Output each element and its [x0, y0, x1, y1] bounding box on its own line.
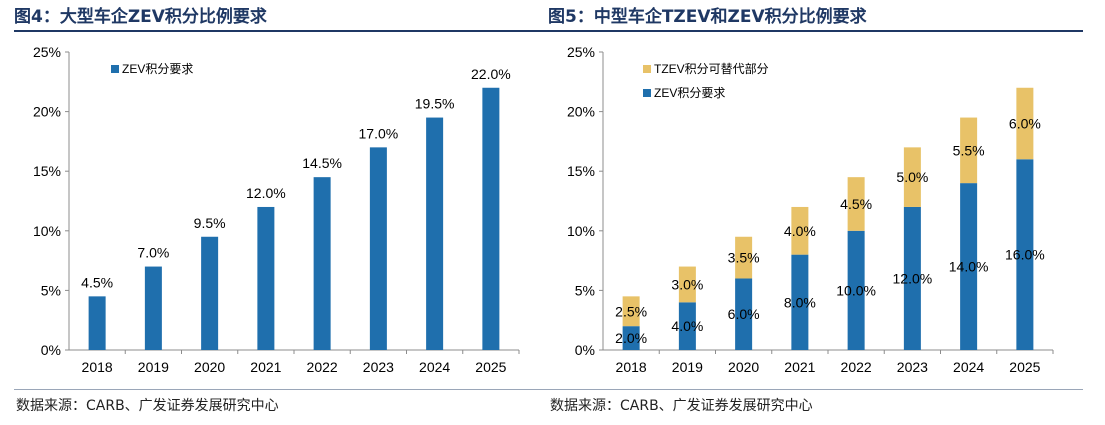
y-tick-label: 10%: [33, 223, 61, 239]
data-label: 4.0%: [784, 223, 816, 239]
bar-zev: [257, 206, 275, 350]
bar-zev: [678, 302, 696, 350]
bar-zev: [313, 177, 331, 350]
data-label: 12.0%: [893, 270, 933, 286]
x-tick-label: 2019: [672, 359, 703, 375]
bar-zev: [847, 230, 865, 350]
x-tick-label: 2025: [1009, 359, 1040, 375]
legend-label: ZEV积分要求: [654, 86, 725, 100]
figure-5-panel: 图5：中型车企TZEV和ZEV积分比例要求 0% 5% 10% 15% 20% 25% 2.…: [548, 0, 1083, 425]
data-label: 19.5%: [415, 96, 455, 112]
bar-zev: [201, 236, 219, 350]
bar-tzev: [678, 266, 696, 303]
data-label: 4.5%: [81, 274, 113, 290]
bar-zev: [622, 326, 640, 350]
bar-tzev: [791, 206, 809, 255]
x-tick-label: 2021: [250, 359, 281, 375]
bar-zev: [426, 117, 444, 350]
bar-zev: [369, 147, 387, 350]
y-tick-label: 0%: [575, 342, 595, 358]
y-tick-label: 5%: [575, 282, 595, 298]
bar-zev: [903, 206, 921, 350]
data-label: 5.0%: [896, 169, 928, 185]
x-tick-label: 2021: [784, 359, 815, 375]
data-label: 14.5%: [302, 155, 342, 171]
data-label: 10.0%: [836, 282, 876, 298]
data-label: 17.0%: [359, 125, 399, 141]
data-label: 4.5%: [840, 196, 872, 212]
x-tick-label: 2018: [82, 359, 113, 375]
legend-label: ZEV积分要求: [122, 62, 193, 76]
y-tick-label: 15%: [33, 163, 61, 179]
x-tick-label: 2023: [363, 359, 394, 375]
y-tick-label: 20%: [567, 104, 595, 120]
legend-swatch: [111, 65, 119, 73]
x-tick-label: 2020: [194, 359, 225, 375]
bar-tzev: [847, 177, 865, 231]
legend-swatch: [643, 89, 651, 97]
source-note: 数据来源：CARB、广发证券发展研究中心: [550, 398, 813, 414]
bar-zev: [735, 278, 753, 350]
figure-4-panel: 图4：大型车企ZEV积分比例要求 0% 5% 10% 15% 20% 25% 4.5% 201…: [14, 0, 549, 425]
bar-zev: [88, 296, 106, 350]
x-tick-label: 2024: [419, 359, 450, 375]
bar-tzev: [735, 236, 753, 279]
bar-tzev: [903, 147, 921, 207]
source-rule: [14, 389, 549, 390]
source-rule: [548, 389, 1083, 390]
data-label: 2.0%: [615, 330, 647, 346]
x-tick-label: 2018: [616, 359, 647, 375]
y-tick-label: 10%: [567, 223, 595, 239]
x-tick-label: 2019: [138, 359, 169, 375]
bar-zev: [144, 266, 162, 350]
bar-zev: [1016, 159, 1034, 350]
x-tick-label: 2023: [897, 359, 928, 375]
x-tick-label: 2025: [475, 359, 506, 375]
figure-5-chart: 0% 5% 10% 15% 20% 25% 2.0% 2.5% 2018 4.0% 3.0% 2019…: [567, 44, 1054, 375]
data-label: 3.5%: [728, 250, 760, 266]
data-label: 8.0%: [784, 294, 816, 310]
title-rule: [14, 30, 549, 32]
data-label: 6.0%: [728, 306, 760, 322]
data-label: 9.5%: [194, 215, 226, 231]
data-label: 12.0%: [246, 185, 286, 201]
y-tick-label: 15%: [567, 163, 595, 179]
y-tick-label: 5%: [41, 282, 61, 298]
data-label: 14.0%: [949, 259, 989, 275]
bar-zev: [791, 254, 809, 350]
figure-title: 图4：大型车企ZEV积分比例要求: [14, 7, 267, 27]
figure-title: 图5：中型车企TZEV和ZEV积分比例要求: [548, 7, 867, 27]
data-label: 2.5%: [615, 303, 647, 319]
bar-tzev: [1016, 87, 1034, 160]
data-label: 4.0%: [671, 318, 703, 334]
legend-swatch: [643, 65, 651, 73]
bar-zev: [482, 87, 500, 350]
data-label: 6.0%: [1009, 116, 1041, 132]
legend-label: TZEV积分可替代部分: [654, 61, 769, 76]
bar-tzev: [960, 117, 978, 184]
y-tick-label: 25%: [33, 44, 61, 60]
x-tick-label: 2020: [728, 359, 759, 375]
x-tick-label: 2024: [953, 359, 984, 375]
bar-zev: [960, 183, 978, 350]
data-label: 3.0%: [671, 276, 703, 292]
y-tick-label: 25%: [567, 44, 595, 60]
figure-4-chart: 0% 5% 10% 15% 20% 25% 4.5% 2018 7.0% 2019 9.5% 2020…: [33, 44, 520, 375]
x-tick-label: 2022: [307, 359, 338, 375]
data-label: 7.0%: [137, 245, 169, 261]
bar-tzev: [622, 296, 640, 327]
title-rule: [548, 30, 1083, 32]
data-label: 5.5%: [953, 142, 985, 158]
data-label: 16.0%: [1005, 247, 1045, 263]
y-tick-label: 20%: [33, 104, 61, 120]
y-tick-label: 0%: [41, 342, 61, 358]
source-note: 数据来源：CARB、广发证券发展研究中心: [16, 398, 279, 414]
data-label: 22.0%: [471, 66, 511, 82]
x-tick-label: 2022: [841, 359, 872, 375]
